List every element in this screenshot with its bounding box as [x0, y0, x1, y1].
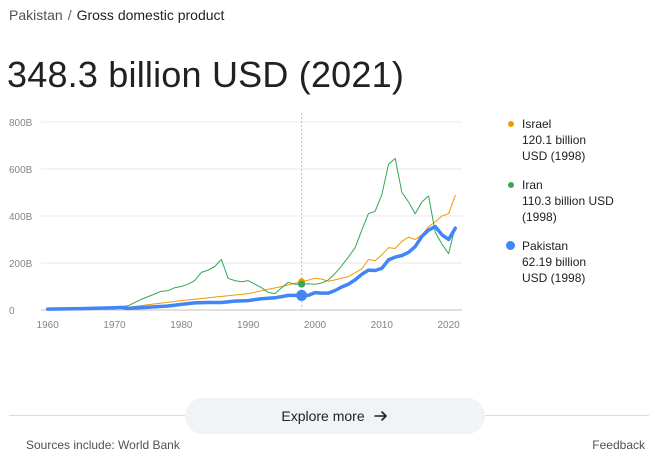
- series-line-iran: [47, 157, 456, 310]
- explore-more-button[interactable]: Explore more: [185, 398, 485, 434]
- x-tick-label: 2010: [371, 320, 394, 331]
- explore-more-label: Explore more: [281, 408, 365, 424]
- legend-value-line1: 120.1 billion: [522, 133, 587, 147]
- legend-item-pakistan[interactable]: Pakistan 62.19 billion USD (1998): [506, 238, 651, 286]
- legend-value-line1: 110.3 billion USD: [522, 194, 614, 208]
- hover-point-iran: [298, 280, 306, 288]
- legend-dot-icon: [508, 121, 514, 127]
- breadcrumb-separator: /: [67, 7, 72, 23]
- hover-point-pakistan: [296, 289, 308, 301]
- series-line-israel: [47, 194, 456, 310]
- legend-dot-icon: [506, 241, 515, 250]
- x-tick-label: 1960: [37, 320, 60, 331]
- y-tick-label: 800B: [9, 118, 33, 129]
- legend-value-line1: 62.19 billion: [522, 255, 587, 269]
- x-tick-label: 2000: [304, 320, 327, 331]
- headline-value: 348.3 billion USD (2021): [7, 54, 405, 95]
- legend-value-line2: (1998): [522, 210, 557, 224]
- y-tick-label: 200B: [9, 259, 33, 270]
- y-tick-label: 600B: [9, 165, 33, 176]
- legend-dot-icon: [508, 182, 514, 188]
- x-tick-label: 1990: [237, 320, 260, 331]
- gdp-line-chart[interactable]: 0 200B 400B 600B 800B 1960 1970 1980 1990 2000 201…: [0, 105, 500, 340]
- legend-name: Iran: [522, 178, 543, 192]
- arrow-right-icon: [373, 411, 387, 421]
- legend-name: Pakistan: [522, 239, 569, 253]
- breadcrumb: Pakistan / Gross domestic product: [9, 7, 224, 23]
- breadcrumb-parent-link[interactable]: Pakistan: [9, 7, 63, 23]
- series-line-pakistan: [45, 224, 458, 311]
- breadcrumb-current: Gross domestic product: [76, 7, 225, 23]
- x-tick-label: 1980: [170, 320, 193, 331]
- y-tick-label: 400B: [9, 212, 33, 223]
- y-tick-label: 0: [9, 306, 15, 317]
- x-tick-label: 2020: [438, 320, 461, 331]
- chart-legend: Israel 120.1 billion USD (1998) Iran 110…: [506, 116, 651, 299]
- legend-name: Israel: [522, 117, 552, 131]
- sources-text: Sources include: World Bank: [26, 438, 180, 452]
- feedback-link[interactable]: Feedback: [592, 438, 645, 452]
- legend-value-line2: USD (1998): [522, 149, 586, 163]
- legend-item-iran[interactable]: Iran 110.3 billion USD (1998): [506, 177, 651, 225]
- legend-value-line2: USD (1998): [522, 271, 586, 285]
- legend-item-israel[interactable]: Israel 120.1 billion USD (1998): [506, 116, 651, 164]
- x-tick-label: 1970: [103, 320, 126, 331]
